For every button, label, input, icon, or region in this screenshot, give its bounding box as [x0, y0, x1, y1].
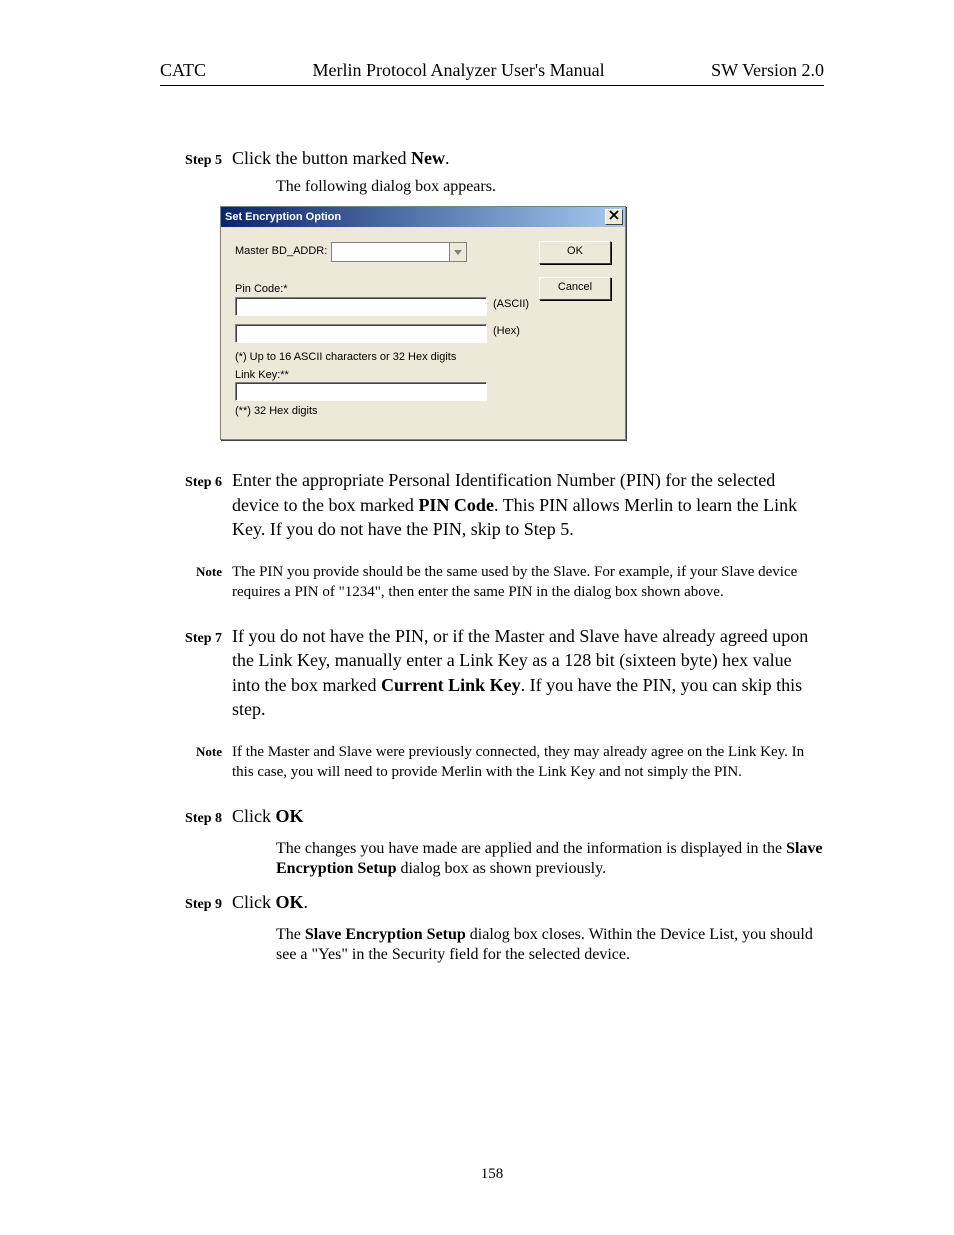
dialog-title: Set Encryption Option: [225, 211, 341, 223]
step-9-sub: The Slave Encryption Setup dialog box cl…: [276, 925, 824, 967]
page-header: CATC Merlin Protocol Analyzer User's Man…: [160, 60, 824, 86]
text: .: [445, 148, 450, 168]
header-center: Merlin Protocol Analyzer User's Manual: [312, 60, 604, 81]
step-body: If you do not have the PIN, or if the Ma…: [232, 624, 824, 721]
link-key-hint: (**) 32 Hex digits: [235, 405, 318, 417]
link-key-input[interactable]: [235, 382, 487, 401]
pin-code-ascii-input[interactable]: [235, 297, 487, 316]
ascii-label: (ASCII): [493, 298, 529, 310]
text: The changes you have made are applied an…: [276, 840, 786, 857]
note-label: Note: [160, 743, 232, 760]
text: The: [276, 926, 305, 943]
text: Click: [232, 806, 276, 826]
set-encryption-dialog: Set Encryption Option Master BD_ADDR: OK…: [220, 206, 626, 440]
pin-code-hex-input[interactable]: [235, 324, 487, 343]
note-body: The PIN you provide should be the same u…: [232, 563, 824, 602]
step-label: Step 8: [160, 811, 232, 827]
step-body: Click the button marked New.: [232, 146, 824, 170]
chevron-down-icon: [449, 243, 466, 261]
pin-hint: (*) Up to 16 ASCII characters or 32 Hex …: [235, 351, 456, 363]
note-label: Note: [160, 563, 232, 580]
close-icon: [609, 210, 619, 220]
step-6: Step 6 Enter the appropriate Personal Id…: [160, 468, 824, 541]
note-2: Note If the Master and Slave were previo…: [160, 743, 824, 782]
step-body: Click OK.: [232, 890, 824, 914]
text-bold: Current Link Key: [381, 675, 521, 695]
text-bold: OK: [276, 892, 304, 912]
step-8: Step 8 Click OK: [160, 804, 824, 828]
step-8-sub: The changes you have made are applied an…: [276, 839, 824, 881]
step-body: Enter the appropriate Personal Identific…: [232, 468, 824, 541]
text-bold: Slave Encryption Setup: [305, 926, 466, 943]
dialog-titlebar: Set Encryption Option: [221, 207, 625, 227]
step-body: Click OK: [232, 804, 824, 828]
note-1: Note The PIN you provide should be the s…: [160, 563, 824, 602]
text-bold: OK: [276, 806, 304, 826]
master-bd-addr-label: Master BD_ADDR:: [235, 245, 327, 257]
dialog-screenshot: Set Encryption Option Master BD_ADDR: OK…: [220, 206, 824, 440]
text-bold: PIN Code: [418, 495, 494, 515]
step-9: Step 9 Click OK.: [160, 890, 824, 914]
pin-code-label: Pin Code:*: [235, 283, 288, 295]
ok-button[interactable]: OK: [539, 241, 611, 264]
cancel-button[interactable]: Cancel: [539, 277, 611, 300]
close-button[interactable]: [605, 209, 623, 225]
link-key-label: Link Key:**: [235, 369, 289, 381]
step-label: Step 7: [160, 631, 232, 647]
step-label: Step 9: [160, 897, 232, 913]
text: dialog box as shown previously.: [396, 860, 606, 877]
text-bold: New: [411, 148, 445, 168]
step-7: Step 7 If you do not have the PIN, or if…: [160, 624, 824, 721]
step-label: Step 5: [160, 153, 232, 169]
master-bd-addr-combo[interactable]: [331, 242, 467, 262]
text: Click: [232, 892, 276, 912]
header-right: SW Version 2.0: [711, 60, 824, 81]
step-5-sub: The following dialog box appears.: [276, 178, 824, 196]
step-label: Step 6: [160, 475, 232, 491]
text: Click the button marked: [232, 148, 411, 168]
note-body: If the Master and Slave were previously …: [232, 743, 824, 782]
step-5: Step 5 Click the button marked New.: [160, 146, 824, 170]
page-number: 158: [160, 1166, 824, 1183]
hex-label: (Hex): [493, 325, 520, 337]
text: .: [304, 892, 309, 912]
header-left: CATC: [160, 60, 206, 81]
